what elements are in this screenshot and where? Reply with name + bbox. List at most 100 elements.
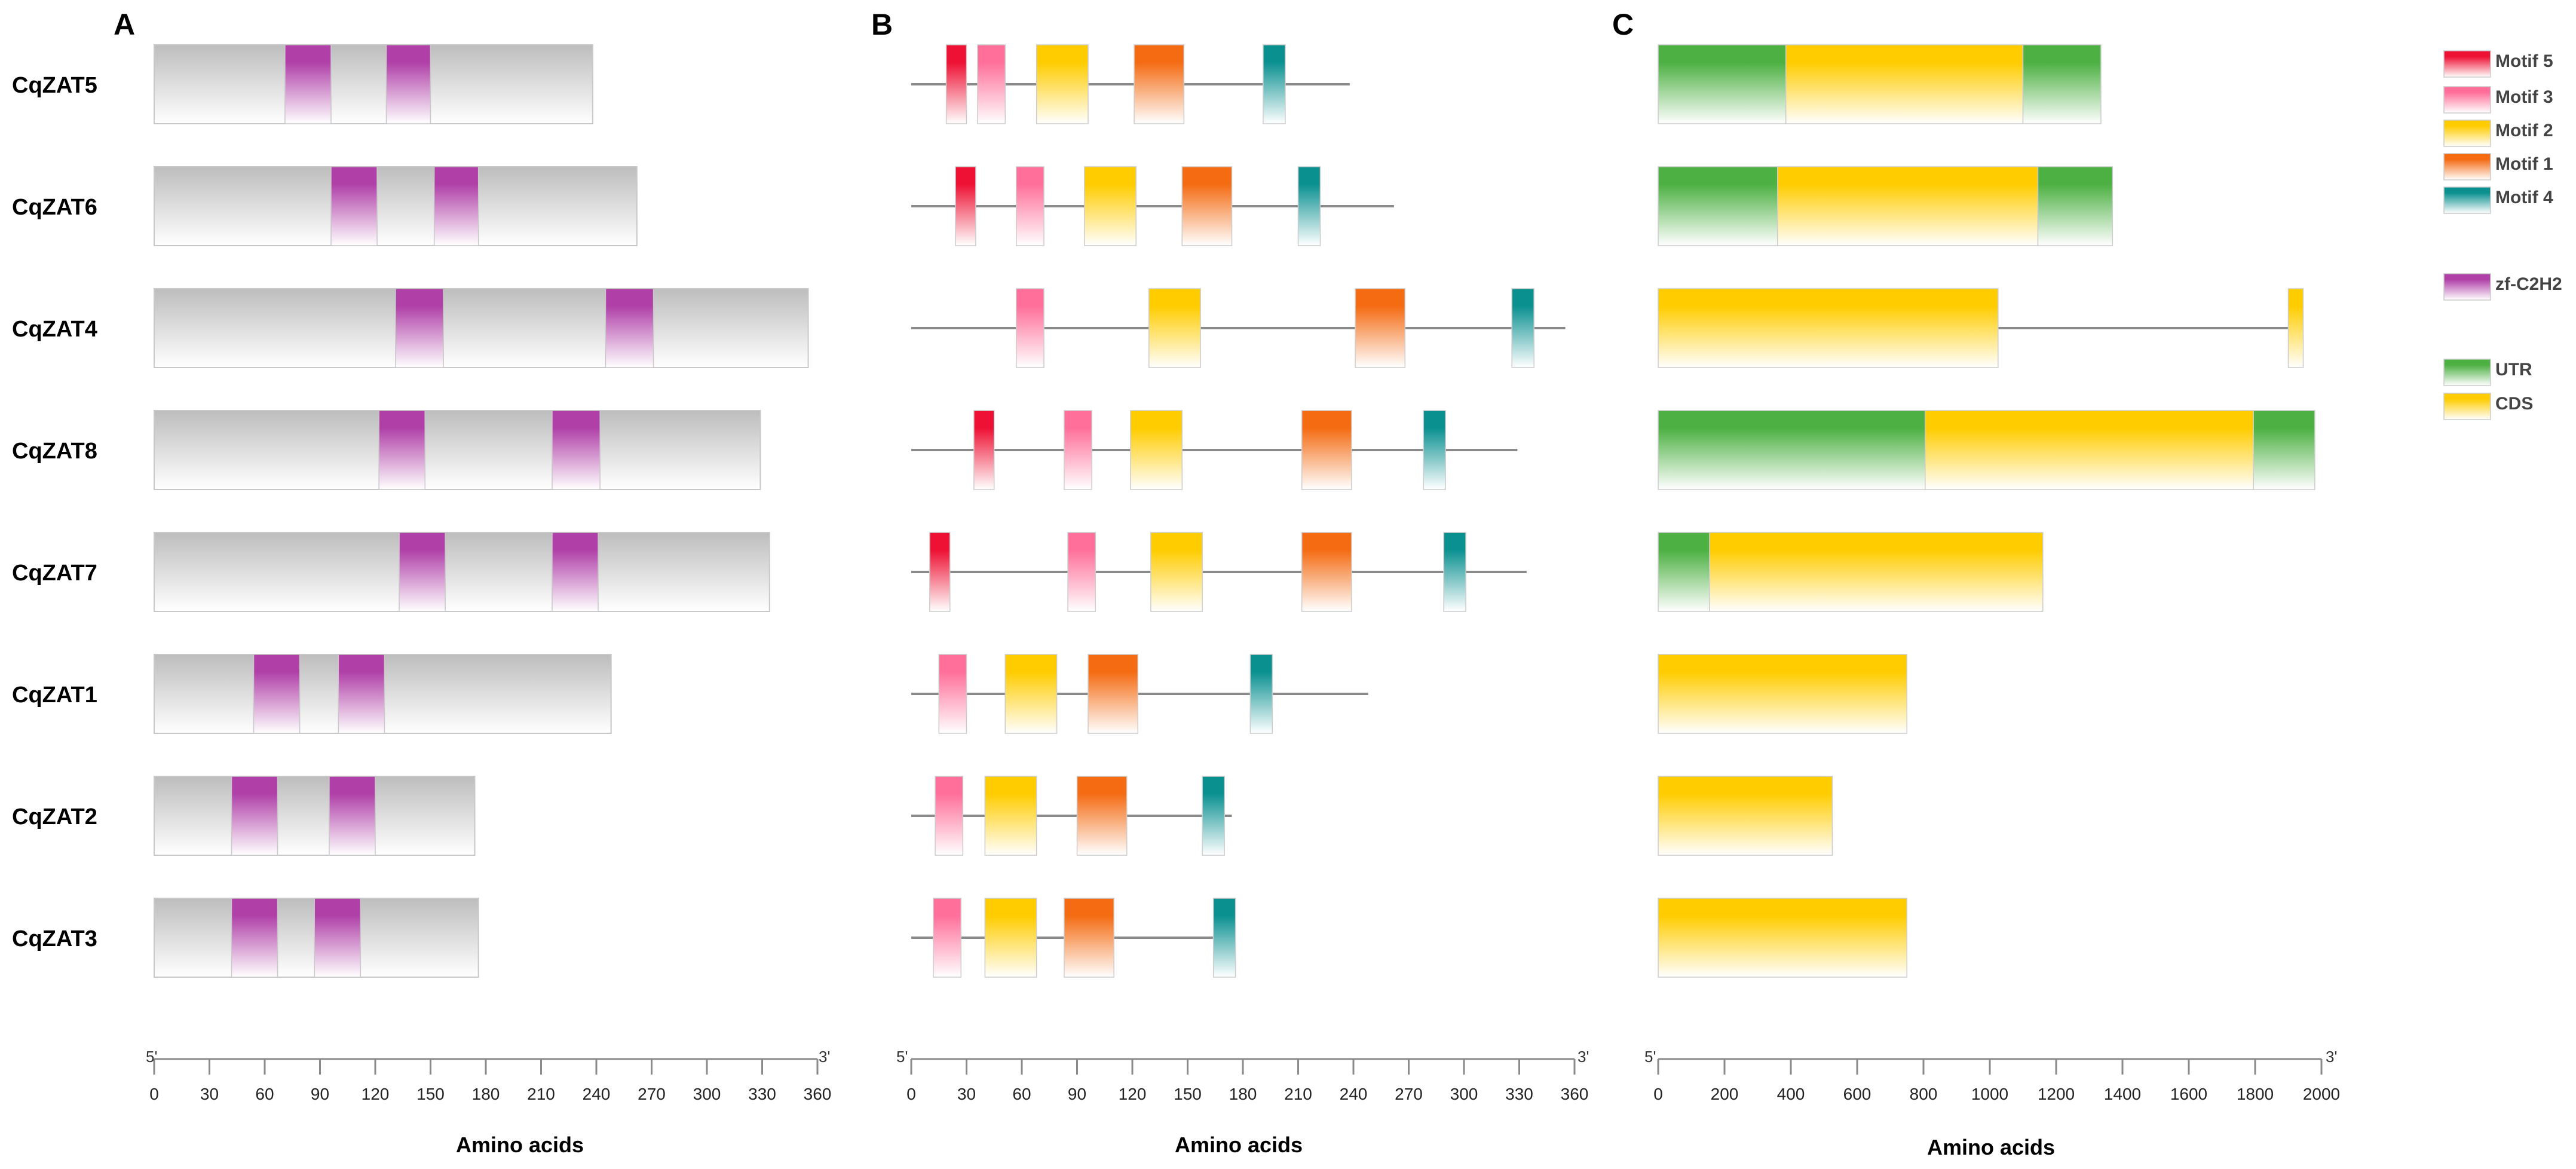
axis-tick-label-b: 90: [1068, 1085, 1086, 1103]
axis-a-ticks: 0 30 60 90 120 150 180 210 240 270 300 330 360: [149, 1058, 832, 1103]
panel-b-motifs: [911, 44, 1566, 978]
axis-tick-label-a: 360: [804, 1085, 832, 1103]
motif1-box: [1088, 654, 1138, 734]
zf-c2h2-domain: [231, 898, 278, 978]
panel-label-c: C: [1612, 8, 1634, 41]
motif2-box: [984, 898, 1037, 978]
protein-body: [154, 166, 638, 246]
cds-segment: [1785, 44, 2024, 124]
protein-row-cqzat8: [154, 410, 761, 490]
protein-body: [154, 288, 809, 368]
motif4-box: [1212, 898, 1236, 978]
zf-c2h2-domain: [314, 898, 362, 978]
motif2-box: [1084, 166, 1137, 246]
motif3-box: [935, 776, 964, 856]
axis-tick-label-c: 1200: [2038, 1085, 2075, 1103]
motif3-box: [1067, 532, 1096, 612]
axis-tick-label-a: 120: [362, 1085, 390, 1103]
motif4-box: [1423, 410, 1446, 490]
motif3-box: [1016, 288, 1045, 368]
zf-c2h2-domain: [329, 776, 376, 856]
legend-item-cds: CDS: [2443, 393, 2533, 420]
zf-c2h2-domain: [231, 776, 278, 856]
gene-structure-row-cqzat3: [1658, 898, 1907, 978]
legend-swatch-motif1: [2443, 153, 2491, 180]
protein-body: [154, 44, 593, 124]
legend-swatch-motif4: [2443, 186, 2491, 214]
gene-structure-row-cqzat5: [1658, 44, 2102, 124]
zf-c2h2-domain: [253, 654, 301, 734]
utr-segment: [2037, 166, 2114, 246]
axis-tick-label-a: 210: [527, 1085, 555, 1103]
axis-title-c: Amino acids: [1927, 1135, 2055, 1159]
legend: Motif 5 Motif 3 Motif 2 Motif 1 Motif 4 zf-C2…: [2443, 50, 2562, 420]
axis-tick-label-c: 400: [1777, 1085, 1805, 1103]
protein-row-cqzat2: [154, 776, 476, 856]
utr-segment: [1658, 410, 1926, 490]
panel-c-gene-structure: [1658, 44, 2315, 978]
scale-bar-c: 0 200 400 600 800 1000 1200 1400 1600 1800 2000 5'…: [1644, 1048, 2340, 1159]
zf-c2h2-domain: [284, 44, 332, 124]
motif-row-cqzat7: [911, 532, 1527, 612]
motif2-box: [1036, 44, 1089, 124]
utr-segment: [2022, 44, 2102, 124]
motif5-box: [929, 532, 951, 612]
protein-body: [154, 776, 476, 856]
motif3-box: [977, 44, 1006, 124]
legend-label-motif3: Motif 3: [2495, 87, 2553, 107]
axis-tick-label-b: 210: [1284, 1085, 1312, 1103]
legend-label-motif4: Motif 4: [2495, 188, 2553, 207]
zf-c2h2-domain: [433, 166, 479, 246]
three-prime-label-c: 3': [2326, 1048, 2337, 1066]
axis-tick-label-b: 60: [1012, 1085, 1031, 1103]
motif5-box: [955, 166, 976, 246]
zf-c2h2-domain: [385, 44, 431, 124]
protein-row-cqzat6: [154, 166, 638, 246]
axis-tick-label-b: 30: [957, 1085, 976, 1103]
zf-c2h2-domain: [552, 410, 601, 490]
motif2-box: [1148, 288, 1201, 368]
cds-segment: [1925, 410, 2254, 490]
protein-body: [154, 532, 770, 612]
legend-swatch-motif3: [2443, 86, 2491, 114]
cds-segment: [1658, 288, 1999, 368]
axis-tick-label-b: 330: [1505, 1085, 1533, 1103]
legend-swatch-cds: [2443, 393, 2491, 420]
legend-swatch-motif2: [2443, 120, 2491, 147]
axis-tick-label-c: 1800: [2237, 1085, 2274, 1103]
motif-row-cqzat2: [911, 776, 1232, 856]
motif3-box: [1016, 166, 1045, 246]
gene-label-cqzat7: CqZAT7: [12, 561, 97, 586]
axis-tick-label-a: 150: [416, 1085, 445, 1103]
motif4-box: [1263, 44, 1286, 124]
five-prime-label-a: 5': [146, 1048, 157, 1066]
panel-a-protein-domains: [154, 44, 809, 978]
axis-tick-label-b: 300: [1450, 1085, 1478, 1103]
legend-label-utr: UTR: [2495, 360, 2532, 380]
motif2-box: [984, 776, 1037, 856]
gene-structure-row-cqzat6: [1658, 166, 2114, 246]
gene-structure-row-cqzat8: [1658, 410, 2315, 490]
motif-row-cqzat4: [911, 288, 1566, 368]
protein-row-cqzat1: [154, 654, 612, 734]
axis-tick-label-c: 0: [1653, 1085, 1663, 1103]
motif-row-cqzat3: [911, 898, 1236, 978]
scale-bar-a: 0 30 60 90 120 150 180 210 240 270 300 330 360 5' 3'…: [146, 1048, 831, 1157]
legend-item-motif5: Motif 5: [2443, 50, 2553, 78]
motif2-box: [1004, 654, 1058, 734]
motif2-box: [1150, 532, 1203, 612]
axis-tick-label-b: 0: [906, 1085, 916, 1103]
axis-tick-label-c: 2000: [2303, 1085, 2340, 1103]
gene-structure-row-cqzat2: [1658, 776, 1833, 856]
motif4-box: [1249, 654, 1273, 734]
protein-row-cqzat3: [154, 898, 479, 978]
axis-tick-label-c: 1000: [1971, 1085, 2008, 1103]
motif1-box: [1076, 776, 1128, 856]
motif4-box: [1297, 166, 1321, 246]
axis-tick-label-c: 600: [1843, 1085, 1871, 1103]
motif4-box: [1443, 532, 1466, 612]
axis-tick-label-b: 270: [1395, 1085, 1423, 1103]
axis-tick-label-a: 30: [200, 1085, 219, 1103]
axis-tick-label-b: 120: [1119, 1085, 1147, 1103]
motif1-box: [1355, 288, 1406, 368]
